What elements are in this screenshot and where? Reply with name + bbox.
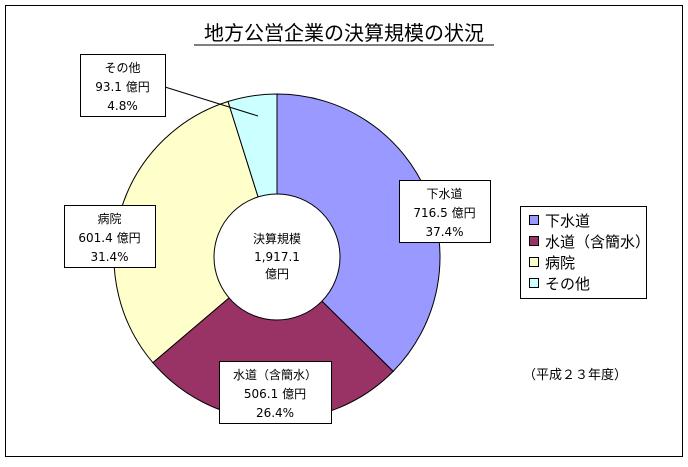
- legend-label-2: 病院: [545, 254, 575, 272]
- data-label-2: 病院 601.4 億円 31.4%: [64, 205, 156, 268]
- data-labels: 下水道 716.5 億円 37.4% 水道（含簡水） 506.1 億円 26.4% 病院 60…: [64, 54, 491, 424]
- data-label-box: [219, 361, 332, 424]
- data-label-box: [80, 54, 166, 117]
- data-label-name: 下水道: [426, 187, 462, 201]
- data-label-name: 水道（含簡水）: [233, 367, 317, 382]
- legend-label-0: 下水道: [545, 212, 590, 230]
- center-unit: 億円: [265, 267, 289, 281]
- center-total: 決算規模 1,917.1 億円: [253, 231, 301, 281]
- data-label-percent: 37.4%: [425, 225, 463, 239]
- donut-hole: [213, 193, 341, 321]
- data-label-percent: 4.8%: [107, 99, 138, 113]
- leader-line-other: [164, 86, 259, 117]
- legend-swatch-2: [529, 257, 539, 267]
- data-label-percent: 26.4%: [256, 406, 294, 420]
- data-label-percent: 31.4%: [90, 250, 128, 264]
- data-label-3: その他 93.1 億円 4.8%: [80, 54, 166, 117]
- center-label: 決算規模: [253, 231, 301, 246]
- legend-label-3: その他: [545, 275, 590, 293]
- data-label-1: 水道（含簡水） 506.1 億円 26.4%: [219, 361, 332, 424]
- legend-swatch-0: [529, 215, 539, 225]
- data-label-value: 93.1 億円: [95, 80, 150, 94]
- fiscal-year-note: （平成２３年度）: [523, 367, 627, 383]
- data-label-value: 601.4 億円: [78, 231, 140, 245]
- legend-swatch-3: [529, 278, 539, 288]
- legend-box: [520, 206, 647, 299]
- chart-title: 地方公営企業の決算規模の状況: [204, 21, 484, 45]
- data-label-name: その他: [104, 61, 140, 75]
- data-label-name: 病院: [97, 211, 121, 226]
- data-label-0: 下水道 716.5 億円 37.4%: [399, 180, 491, 243]
- pie-slices: [113, 93, 441, 421]
- legend-label-1: 水道（含簡水）: [545, 233, 650, 251]
- legend-swatch-1: [529, 236, 539, 246]
- data-label-box: [64, 205, 156, 268]
- data-label-value: 716.5 億円: [413, 206, 475, 220]
- data-label-value: 506.1 億円: [244, 387, 306, 401]
- center-value: 1,917.1: [254, 250, 300, 264]
- data-label-box: [399, 180, 491, 243]
